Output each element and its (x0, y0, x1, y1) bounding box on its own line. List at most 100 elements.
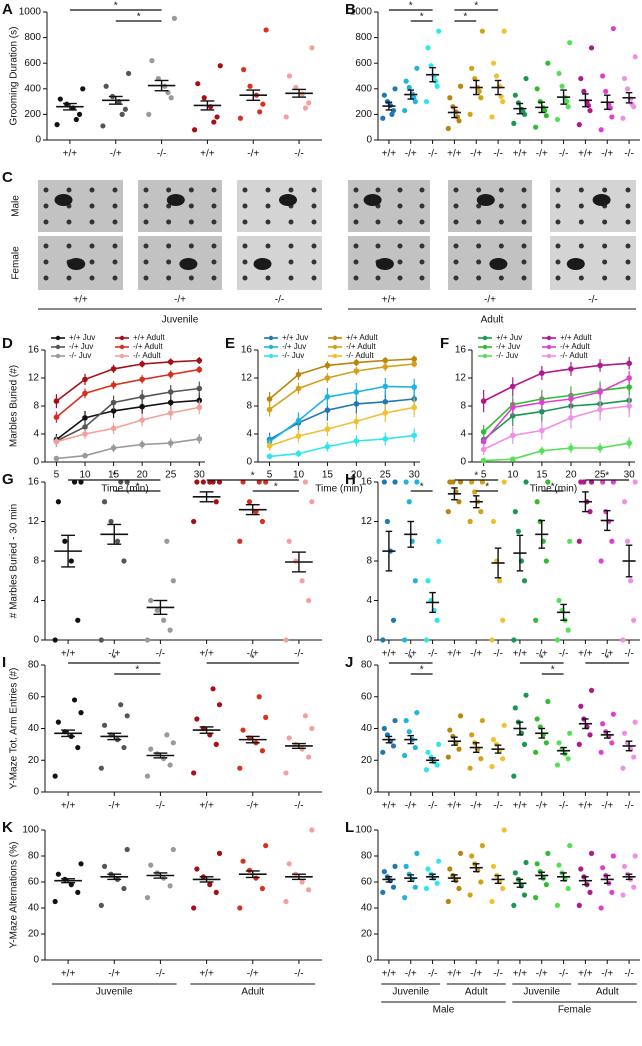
genotype-label: +/+ (382, 295, 397, 306)
data-point (124, 713, 130, 719)
data-point (423, 637, 430, 643)
panel-letter: K (2, 819, 13, 836)
genotype-label: +/+ (73, 295, 88, 306)
data-point (382, 383, 389, 390)
data-point (523, 479, 529, 485)
data-point (447, 866, 453, 872)
x-tick-label: 10 (293, 470, 305, 481)
significance-label: * (251, 471, 255, 482)
y-tick-label: 60 (361, 877, 373, 888)
data-point (469, 479, 475, 485)
panel-letter: L (345, 819, 354, 836)
data-point (456, 499, 462, 505)
data-point (139, 394, 145, 400)
marble (89, 243, 95, 249)
data-point (490, 60, 497, 66)
data-point (411, 356, 418, 362)
marble (265, 219, 271, 225)
legend-label: +/+ Adult (346, 333, 378, 342)
data-point (392, 86, 398, 92)
y-tick-label: 4 (246, 429, 252, 440)
data-point (480, 398, 487, 404)
data-point (521, 741, 528, 747)
genotype-label: -/+ (484, 295, 496, 306)
data-point (110, 408, 117, 414)
data-point (406, 499, 412, 505)
x-tick-label: -/+ (108, 649, 120, 660)
x-tick-label: +/+ (513, 149, 528, 160)
data-point (554, 637, 561, 643)
x-tick-label: -/- (624, 801, 633, 812)
legend-marker (332, 344, 338, 350)
data-point (493, 73, 500, 79)
data-point (353, 418, 360, 425)
data-point (425, 866, 431, 872)
marble (625, 259, 631, 265)
data-point (414, 65, 420, 71)
data-point (167, 359, 174, 365)
data-point (295, 385, 302, 392)
data-point (478, 879, 484, 885)
data-point (523, 692, 529, 698)
y-axis-label: Y-Maze Alternations (%) (9, 842, 20, 949)
data-point (353, 359, 360, 366)
genotype-label: -/- (275, 295, 284, 306)
panel-letter: G (2, 471, 14, 488)
data-point (565, 627, 571, 633)
marble (311, 243, 317, 249)
x-tick-label: -/+ (405, 649, 417, 660)
legend-label: -/- Juv (282, 351, 304, 360)
marble (66, 219, 72, 225)
data-point (211, 119, 217, 125)
data-point (480, 429, 487, 435)
cage-photo (237, 180, 322, 232)
legend-marker (268, 335, 274, 341)
x-tick-label: 5 (54, 470, 60, 481)
data-point (434, 880, 440, 886)
x-tick-label: +/+ (578, 649, 593, 660)
significance-label: * (540, 654, 544, 665)
data-point (457, 850, 464, 857)
x-tick-label: +/+ (447, 649, 462, 660)
data-point (381, 725, 387, 732)
marble (602, 259, 608, 265)
marble (602, 243, 608, 249)
data-point (57, 96, 63, 102)
age-label: Juvenile (162, 315, 199, 326)
data-point (121, 885, 127, 892)
significance-label: * (474, 471, 478, 482)
data-point (434, 617, 440, 623)
data-point (479, 717, 485, 724)
data-point (512, 92, 518, 98)
marble (625, 203, 631, 209)
x-tick-label: -/- (624, 969, 633, 980)
data-point (299, 746, 305, 752)
series-line (483, 442, 630, 462)
x-tick-label: -/+ (601, 649, 613, 660)
marble (476, 219, 482, 225)
marble (242, 259, 248, 265)
data-point (71, 697, 78, 703)
data-point (257, 109, 263, 115)
data-point (73, 116, 79, 123)
marble (143, 275, 149, 281)
data-point (75, 889, 81, 896)
data-point (423, 99, 430, 105)
data-point (534, 86, 540, 92)
data-point (539, 427, 545, 434)
x-tick-label: -/- (493, 649, 502, 660)
data-point (149, 58, 155, 64)
panel-letter: D (2, 335, 13, 352)
panel-letter: J (345, 654, 353, 671)
cage-photo (348, 180, 430, 232)
data-point (554, 902, 561, 909)
data-point (512, 870, 518, 876)
marble (419, 203, 425, 209)
data-point (54, 122, 60, 128)
data-point (82, 424, 88, 430)
data-point (324, 394, 331, 400)
legend-label: -/+ Adult (133, 342, 163, 351)
data-point (626, 360, 632, 367)
data-point (196, 436, 203, 442)
data-point (55, 499, 61, 505)
